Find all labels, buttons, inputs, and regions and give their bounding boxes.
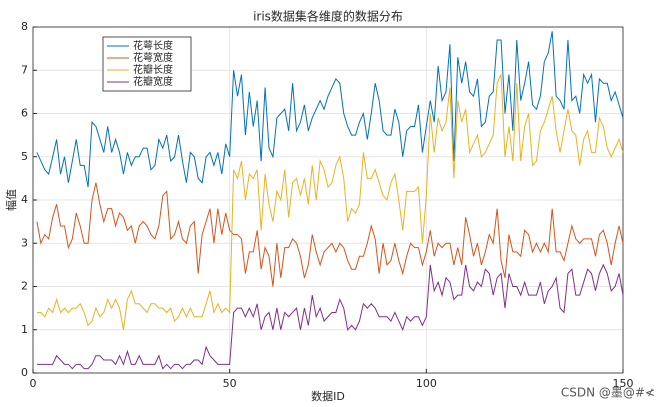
y-axis-label: 幅值 [5,189,18,211]
y-tick-label: 3 [21,236,28,249]
plot-frame [32,26,624,374]
data-line [36,263,624,370]
y-tick-label: 6 [21,107,28,120]
y-tick-label: 8 [21,20,28,33]
data-line [36,74,624,330]
watermark: CSDN @墨@#≮ [561,386,655,400]
y-tick-label: 4 [21,193,28,206]
data-line [36,31,624,188]
legend-label: 花瓣宽度 [133,75,173,88]
y-tick-label: 0 [21,366,28,379]
chart-title: iris数据集各维度的数据分布 [253,9,403,24]
y-tick-label: 7 [21,63,28,76]
y-tick-label: 1 [21,323,28,336]
legend-label: 花萼长度 [133,39,173,52]
x-tick-label: 0 [30,377,37,390]
legend-label: 花萼宽度 [133,51,173,64]
x-axis-label: 数据ID [311,389,345,403]
data-line [36,182,624,287]
y-tick-label: 5 [21,150,28,163]
x-tick-label: 50 [223,377,237,390]
x-tick-label: 100 [416,377,437,390]
legend-label: 花瓣长度 [133,63,173,76]
y-tick-label: 2 [21,280,28,293]
x-tick-label: 150 [613,377,634,390]
